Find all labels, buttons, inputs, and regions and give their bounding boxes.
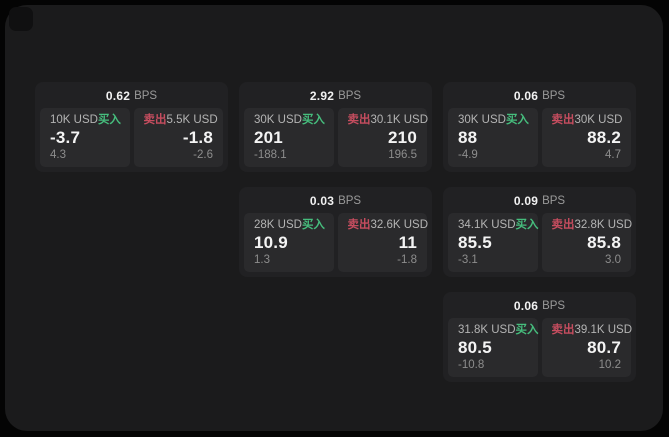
buy-change: -3.1 [458, 254, 478, 266]
main-window: 0.62 BPS 10K USD 买入 -3.7 4.3 卖出 5.5K USD [5, 5, 663, 431]
bps-label: BPS [338, 194, 362, 207]
buy-price: 88 [458, 128, 478, 147]
buy-panel[interactable]: 31.8K USD 买入 80.5 -10.8 [448, 318, 539, 377]
buy-price: -3.7 [50, 128, 81, 147]
buy-change: -10.8 [458, 359, 485, 371]
sell-panel[interactable]: 卖出 32.8K USD 85.8 3.0 [541, 213, 633, 272]
sell-price: 85.8 [587, 233, 621, 252]
buy-panel[interactable]: 30K USD 买入 201 -188.1 [244, 108, 334, 167]
bps-value: 0.03 [309, 193, 335, 208]
buy-panel[interactable]: 28K USD 买入 10.9 1.3 [244, 213, 334, 272]
bps-value: 0.06 [513, 88, 539, 103]
sell-size: 5.5K USD [166, 114, 218, 126]
bps-value: 0.62 [105, 88, 131, 103]
buy-size: 10K USD [50, 114, 98, 126]
sell-change: 4.7 [605, 149, 621, 161]
sell-change: 3.0 [605, 254, 621, 266]
buy-price: 201 [254, 128, 283, 147]
buy-size: 31.8K USD [458, 324, 516, 336]
quote-card: 0.62 BPS 10K USD 买入 -3.7 4.3 卖出 5.5K USD [35, 82, 228, 172]
buy-size: 30K USD [254, 114, 302, 126]
bps-label: BPS [542, 194, 566, 207]
sell-size: 39.1K USD [574, 324, 633, 336]
buy-label: 买入 [515, 219, 539, 231]
buy-label: 买入 [301, 114, 325, 126]
sell-change: -2.6 [193, 149, 213, 161]
buy-price: 85.5 [458, 233, 492, 252]
sell-label: 卖出 [551, 219, 575, 231]
sell-price: 88.2 [587, 128, 621, 147]
sell-label: 卖出 [347, 219, 371, 231]
buy-price: 80.5 [458, 338, 492, 357]
sell-panel[interactable]: 卖出 39.1K USD 80.7 10.2 [541, 318, 633, 377]
sell-panel[interactable]: 卖出 30.1K USD 210 196.5 [337, 108, 429, 167]
buy-label: 买入 [97, 114, 121, 126]
sell-change: -1.8 [397, 254, 417, 266]
spread-header: 0.06 BPS [448, 86, 631, 105]
sell-label: 卖出 [551, 114, 575, 126]
buy-change: -188.1 [254, 149, 287, 161]
sell-price: 210 [388, 128, 417, 147]
spread-header: 0.62 BPS [40, 86, 223, 105]
spread-header: 0.06 BPS [448, 296, 631, 315]
bps-label: BPS [542, 299, 566, 312]
sell-panel[interactable]: 卖出 32.6K USD 11 -1.8 [337, 213, 429, 272]
buy-price: 10.9 [254, 233, 288, 252]
sell-price: 11 [398, 233, 417, 252]
bps-value: 0.09 [513, 193, 539, 208]
sell-label: 卖出 [143, 114, 167, 126]
buy-label: 买入 [515, 324, 539, 336]
sell-change: 10.2 [598, 359, 621, 371]
quote-card: 0.06 BPS 30K USD 买入 88 -4.9 卖出 30K USD [443, 82, 636, 172]
buy-size: 34.1K USD [458, 219, 516, 231]
quote-card: 0.09 BPS 34.1K USD 买入 85.5 -3.1 卖出 32.8K… [443, 187, 636, 277]
quote-grid: 0.62 BPS 10K USD 买入 -3.7 4.3 卖出 5.5K USD [35, 82, 636, 382]
buy-label: 买入 [505, 114, 529, 126]
quote-card: 0.06 BPS 31.8K USD 买入 80.5 -10.8 卖出 39.1… [443, 292, 636, 382]
spread-header: 0.09 BPS [448, 191, 631, 210]
bps-label: BPS [134, 89, 158, 102]
bps-value: 2.92 [309, 88, 335, 103]
sell-size: 30.1K USD [370, 114, 429, 126]
sell-size: 30K USD [574, 114, 623, 126]
buy-size: 30K USD [458, 114, 506, 126]
sell-label: 卖出 [347, 114, 371, 126]
quote-card: 2.92 BPS 30K USD 买入 201 -188.1 卖出 30.1K … [239, 82, 432, 172]
sell-size: 32.6K USD [370, 219, 429, 231]
spread-header: 0.03 BPS [244, 191, 427, 210]
sell-label: 卖出 [551, 324, 575, 336]
buy-panel[interactable]: 10K USD 买入 -3.7 4.3 [40, 108, 130, 167]
bps-label: BPS [542, 89, 566, 102]
bps-label: BPS [338, 89, 362, 102]
sell-panel[interactable]: 卖出 30K USD 88.2 4.7 [541, 108, 631, 167]
sell-price: -1.8 [182, 128, 213, 147]
quote-card: 0.03 BPS 28K USD 买入 10.9 1.3 卖出 32.6K US… [239, 187, 432, 277]
buy-panel[interactable]: 34.1K USD 买入 85.5 -3.1 [448, 213, 539, 272]
sell-panel[interactable]: 卖出 5.5K USD -1.8 -2.6 [133, 108, 223, 167]
bps-value: 0.06 [513, 298, 539, 313]
sell-size: 32.8K USD [574, 219, 633, 231]
buy-change: 4.3 [50, 149, 66, 161]
buy-panel[interactable]: 30K USD 买入 88 -4.9 [448, 108, 538, 167]
sell-change: 196.5 [388, 149, 417, 161]
buy-change: -4.9 [458, 149, 478, 161]
sell-price: 80.7 [587, 338, 621, 357]
app-icon[interactable] [9, 7, 33, 31]
buy-size: 28K USD [254, 219, 302, 231]
buy-label: 买入 [301, 219, 325, 231]
spread-header: 2.92 BPS [244, 86, 427, 105]
buy-change: 1.3 [254, 254, 270, 266]
